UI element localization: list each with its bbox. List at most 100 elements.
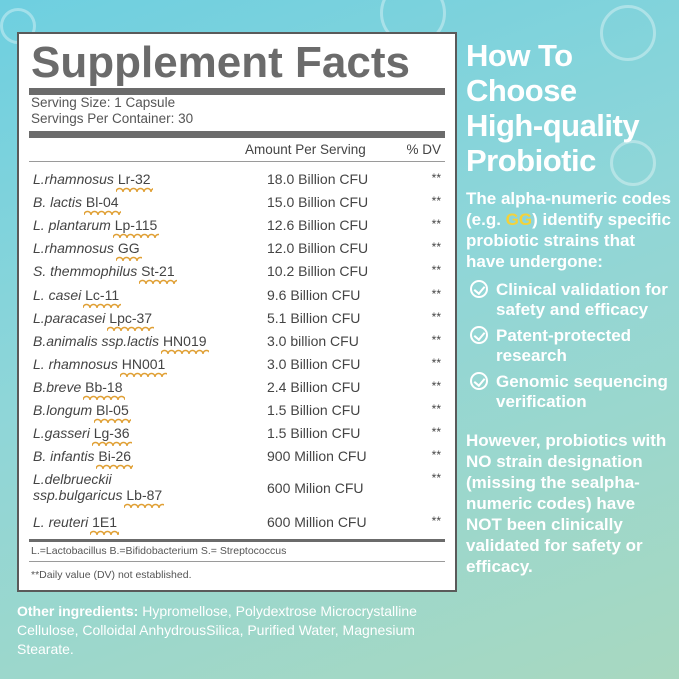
daily-value: ** xyxy=(431,240,441,255)
ingredient-row: L.rhamnosus GG 12.0 Billion CFU ** xyxy=(29,237,445,262)
ingredient-row: S. themmophilus St-21 10.2 Billion CFU ** xyxy=(29,260,445,285)
divider xyxy=(29,561,445,562)
daily-value: ** xyxy=(431,355,441,370)
species-name: B.animalis ssp.lactis xyxy=(33,332,160,349)
check-item: Clinical validation for safety and effic… xyxy=(466,280,671,320)
amount: 2.4 Billion CFU xyxy=(267,378,361,395)
other-ingredients-text: Hypromellose, Polydextrose Microcrystall… xyxy=(17,603,417,657)
ingredient-row: L. casei Lc-11 9.6 Billion CFU ** xyxy=(29,284,445,308)
species-name: L. casei xyxy=(33,286,82,303)
servings-per-container: Servings Per Container: 30 xyxy=(31,111,194,126)
amount: 15.0 Billion CFU xyxy=(267,194,369,211)
amount: 600 Million CFU xyxy=(267,514,367,530)
species-name: B. lactis xyxy=(33,194,83,211)
ingredient-row: L. reuteri 1E1 600 Million CFU ** xyxy=(29,511,445,535)
headline: How To Choose High-quality Probiotic xyxy=(466,38,671,178)
species-name: L. rhamnosus xyxy=(33,355,118,372)
strain-code: St-21 xyxy=(139,263,178,285)
panel-title: Supplement Facts xyxy=(31,38,410,87)
dv-note: **Daily value (DV) not established. xyxy=(31,569,192,581)
daily-value: ** xyxy=(431,514,441,528)
divider xyxy=(29,539,445,542)
species-name: L.rhamnosus xyxy=(33,240,114,257)
check-circle-icon xyxy=(470,326,488,344)
species-name: L.delbrueckii xyxy=(33,471,112,487)
bacteria-decoration xyxy=(610,140,656,186)
headline-line: Choose xyxy=(466,73,577,108)
amount: 12.6 Billion CFU xyxy=(267,217,369,234)
strain-code: HN001 xyxy=(119,355,167,377)
check-circle-icon xyxy=(470,280,488,298)
species-name: B.longum xyxy=(33,402,93,418)
amount: 18.0 Billion CFU xyxy=(267,171,369,187)
headline-line: How To xyxy=(466,38,573,73)
divider xyxy=(29,161,445,162)
supplement-facts-panel: Supplement Facts Serving Size: 1 Capsule… xyxy=(17,32,457,592)
column-header-dv: % DV xyxy=(406,142,441,157)
ingredient-row: B.animalis ssp.lactis HN019 3.0 billion C… xyxy=(29,330,445,354)
check-item: Patent-protected research xyxy=(466,326,671,366)
species-name: B.breve xyxy=(33,378,82,395)
intro-paragraph: The alpha-numeric codes (e.g. GG) identi… xyxy=(466,189,671,271)
species-name: L. reuteri xyxy=(33,514,89,530)
daily-value: ** xyxy=(431,402,441,416)
daily-value: ** xyxy=(431,425,441,440)
strain-code: Lg-36 xyxy=(91,425,132,447)
check-circle-icon xyxy=(470,372,488,390)
ingredient-row: L. rhamnosus HN001 3.0 Billion CFU ** xyxy=(29,353,445,377)
daily-value: ** xyxy=(431,471,441,485)
amount: 5.1 Billion CFU xyxy=(267,309,361,326)
daily-value: ** xyxy=(431,171,441,185)
bacteria-decoration xyxy=(600,5,656,61)
other-ingredients: Other ingredients: Hypromellose, Polydex… xyxy=(17,602,457,659)
strain-code: 1E1 xyxy=(90,514,119,535)
daily-value: ** xyxy=(431,194,441,209)
daily-value: ** xyxy=(431,217,441,232)
strain-code: Bi-26 xyxy=(96,448,133,470)
amount: 3.0 Billion CFU xyxy=(267,355,361,372)
species-name: L.rhamnosus xyxy=(33,171,114,187)
daily-value: ** xyxy=(431,286,441,301)
ingredient-row: B.longum Bl-05 1.5 Billion CFU ** xyxy=(29,399,445,423)
species-name: S. themmophilus xyxy=(33,263,138,280)
strain-code: Bb-18 xyxy=(83,378,125,400)
highlight-code: GG xyxy=(505,210,533,229)
species-name: L.gasseri xyxy=(33,425,90,442)
check-item: Genomic sequencing verification xyxy=(466,372,671,412)
serving-size: Serving Size: 1 Capsule xyxy=(31,95,176,110)
strain-code: Lb-87 xyxy=(124,487,165,508)
ingredient-row: L.gasseri Lg-36 1.5 Billion CFU ** xyxy=(29,422,445,447)
column-header-amount: Amount Per Serving xyxy=(245,142,366,157)
amount: 9.6 Billion CFU xyxy=(267,286,361,303)
daily-value: ** xyxy=(431,309,441,324)
amount: 12.0 Billion CFU xyxy=(267,240,369,257)
ingredient-row: L.paracasei Lpc-37 5.1 Billion CFU ** xyxy=(29,307,445,331)
daily-value: ** xyxy=(431,332,441,347)
amount: 900 Million CFU xyxy=(267,448,367,465)
amount: 1.5 Billion CFU xyxy=(267,402,361,418)
info-column: How To Choose High-quality Probiotic The… xyxy=(466,38,671,577)
other-ingredients-label: Other ingredients: xyxy=(17,603,139,619)
ingredient-row: B.breve Bb-18 2.4 Billion CFU ** xyxy=(29,376,445,400)
strain-code: Bl-04 xyxy=(83,194,121,216)
strain-code: Bl-05 xyxy=(94,402,131,423)
strain-code: Lp-115 xyxy=(112,217,159,239)
abbreviations-note: L.=Lactobacillus B.=Bifidobacterium S.= … xyxy=(31,545,287,557)
daily-value: ** xyxy=(431,448,441,463)
amount: 3.0 billion CFU xyxy=(267,332,359,349)
strain-code: Lpc-37 xyxy=(107,309,154,331)
daily-value: ** xyxy=(431,263,441,278)
amount: 600 Milion CFU xyxy=(267,480,364,496)
species-name: ssp.bulgaricus xyxy=(33,487,123,503)
strain-code: HN019 xyxy=(160,332,209,354)
divider xyxy=(29,131,445,138)
ingredient-row: B. lactis Bl-04 15.0 Billion CFU ** xyxy=(29,191,445,216)
ingredient-row: B. infantis Bi-26 900 Million CFU ** xyxy=(29,445,445,470)
divider xyxy=(29,88,445,95)
species-name: B. infantis xyxy=(33,448,95,465)
daily-value: ** xyxy=(431,378,441,393)
headline-line: Probiotic xyxy=(466,143,596,178)
headline-line: High-quality xyxy=(466,108,640,143)
species-name: L. plantarum xyxy=(33,217,111,234)
ingredient-row: L. plantarum Lp-115 12.6 Billion CFU ** xyxy=(29,214,445,239)
